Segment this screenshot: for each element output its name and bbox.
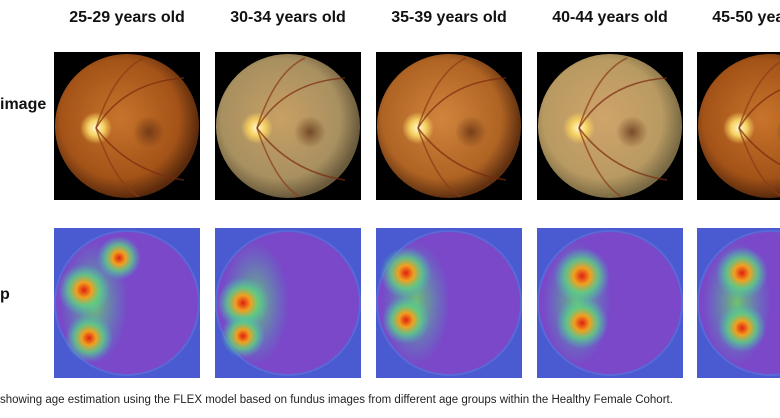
heatmap [697,228,780,378]
vessel [417,77,507,129]
heatmap-hotspot [716,247,768,299]
vessel [578,57,628,129]
retina [216,54,360,198]
macula [455,116,487,148]
macula [616,116,648,148]
vessel [256,127,301,198]
retina [377,54,521,198]
macula [294,116,326,148]
heatmap-hotspot [221,314,265,358]
heatmap-hotspot [556,297,608,349]
column-header: 40-44 years old [552,9,668,26]
vessel [578,127,623,198]
vessel [738,127,780,166]
vessel [417,57,467,129]
retina [538,54,682,198]
heatmap [376,228,522,378]
fundus-image [537,52,683,200]
heatmap-hotspot [718,304,766,352]
vessel [95,127,185,181]
vessel [417,127,462,198]
vessel [95,57,145,129]
fundus-image [54,52,200,200]
vessel [256,77,346,129]
vessel [256,57,306,129]
heatmap-hotspot [217,277,269,329]
macula [133,116,165,148]
vessel [738,61,780,129]
fundus-image [215,52,361,200]
vessel [578,127,668,181]
row-label: p [0,286,10,303]
vessel [738,89,780,129]
vessel [95,127,140,198]
vessel [417,127,507,181]
vessel [578,77,668,129]
heatmap [54,228,200,378]
heatmap-hotspot [380,247,432,299]
heatmap-hotspot [58,264,110,316]
column-header: 30-34 years old [230,9,346,26]
row-label: image [0,96,46,113]
vessel [738,127,780,197]
heatmap-hotspot [382,296,430,344]
heatmap [537,228,683,378]
vessel [95,77,185,129]
heatmap-hotspot [65,314,113,362]
column-header: 25-29 years old [69,9,185,26]
retina [55,54,199,198]
caption: showing age estimation using the FLEX mo… [0,394,673,406]
column-header: 35-39 years old [391,9,507,26]
heatmap-hotspot [97,236,141,280]
column-header: 45-50 years old [712,9,780,26]
macula [776,121,780,143]
fundus-image [376,52,522,200]
fundus-image [697,52,780,200]
heatmap [215,228,361,378]
vessel [256,127,346,181]
heatmap-hotspot [554,248,610,304]
